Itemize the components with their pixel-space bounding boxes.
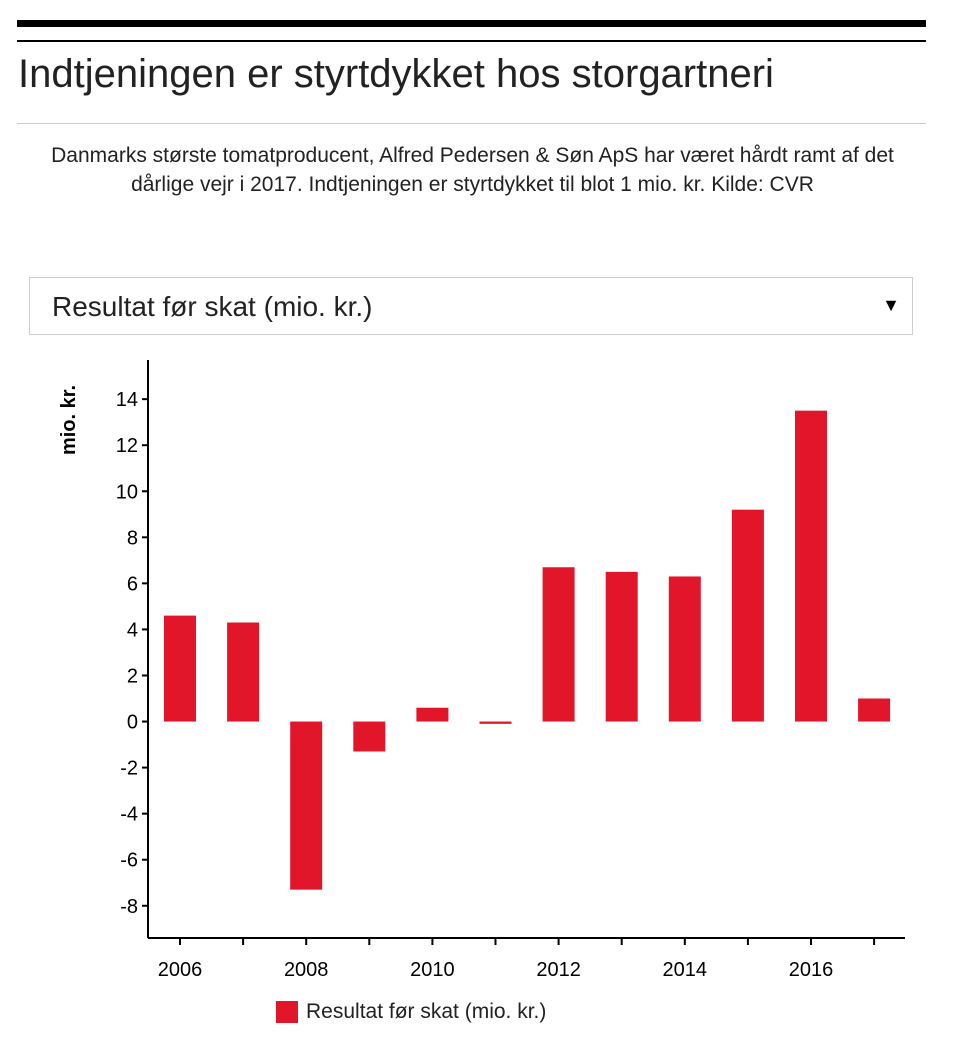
y-tick-label: 4 <box>127 619 138 641</box>
x-tick-label: 2010 <box>410 959 455 981</box>
y-tick-label: 8 <box>127 527 138 549</box>
y-tick-label: 14 <box>116 389 138 411</box>
bar-2011 <box>479 721 512 724</box>
y-tick-label: -2 <box>120 758 138 780</box>
y-axis-label: mio. kr. <box>58 385 80 455</box>
metric-select-value: Resultat før skat (mio. kr.) <box>52 291 373 322</box>
triangle-down-icon: ▼ <box>882 295 900 315</box>
page-title: Indtjeningen er styrtdykket hos storgart… <box>18 52 774 96</box>
legend-label: Resultat før skat (mio. kr.) <box>306 1000 547 1023</box>
x-tick-label: 2006 <box>158 959 203 981</box>
metric-select[interactable]: Resultat før skat (mio. kr.) ▼ <box>29 277 913 335</box>
bar-2008 <box>290 721 323 890</box>
bar-2006 <box>164 615 196 722</box>
y-tick-label: 2 <box>127 665 138 687</box>
bar-2012 <box>542 567 575 722</box>
divider <box>17 123 926 124</box>
y-tick-label: 12 <box>116 435 138 457</box>
y-tick-label: -4 <box>120 804 138 826</box>
bar-2007 <box>227 622 260 722</box>
bar-2017 <box>858 698 891 722</box>
subtitle: Danmarks største tomatproducent, Alfred … <box>51 144 894 196</box>
bar-2013 <box>605 571 638 722</box>
y-tick-label: 0 <box>127 712 138 734</box>
y-tick-label: 10 <box>116 481 138 503</box>
legend-swatch <box>276 1001 298 1023</box>
bar-2010 <box>416 707 449 722</box>
legend: Resultat før skat (mio. kr.) <box>276 1000 546 1024</box>
y-tick-label: 6 <box>127 573 138 595</box>
x-tick-label: 2008 <box>284 959 329 981</box>
bar-2014 <box>668 576 701 722</box>
top-rule-thick <box>17 20 926 27</box>
y-tick-label: -8 <box>120 896 138 918</box>
y-tick-label: -6 <box>120 850 138 872</box>
x-tick-label: 2014 <box>663 959 708 981</box>
x-tick-label: 2012 <box>536 959 581 981</box>
bar-2016 <box>795 410 827 722</box>
bar-2009 <box>353 721 386 752</box>
top-rule-thin <box>17 40 926 42</box>
bar-2015 <box>731 509 764 722</box>
x-tick-label: 2016 <box>789 959 834 981</box>
